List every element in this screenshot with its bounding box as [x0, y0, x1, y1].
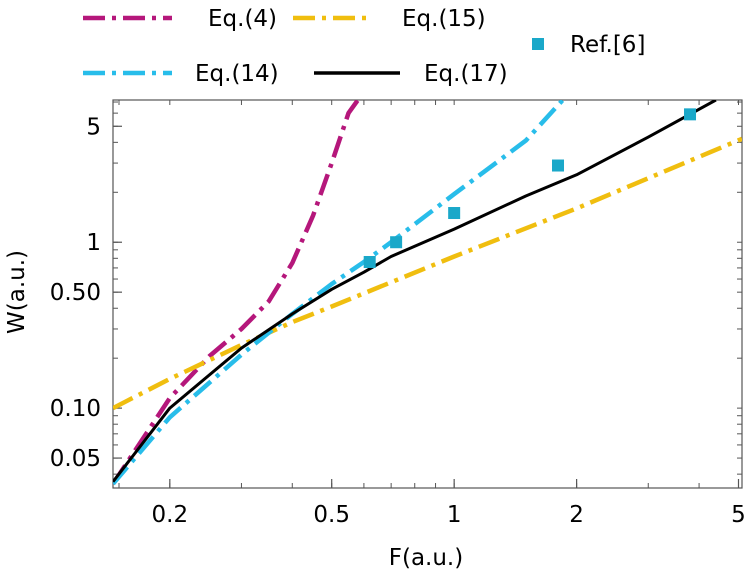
ref-point	[684, 108, 697, 121]
legend-entry: Eq.(14)	[83, 61, 279, 87]
legend-entry: Eq.(17)	[314, 61, 508, 87]
y-ticks: 0.05 0.10 0.50 1 5	[50, 101, 742, 475]
y-tick-label: 0.50	[50, 280, 101, 306]
x-tick-label: 0.2	[152, 502, 189, 528]
legend: Eq.(4) Eq.(15) Ref.[6] Eq.(14) Eq.(17)	[83, 6, 645, 87]
legend-marker	[532, 38, 544, 50]
ref-point	[390, 236, 403, 249]
legend-entry: Eq.(4)	[83, 6, 277, 32]
y-axis-label: W(a.u.)	[4, 250, 30, 334]
legend-label: Eq.(4)	[208, 6, 277, 32]
y-tick-label: 0.10	[50, 396, 101, 422]
legend-entry: Ref.[6]	[532, 32, 645, 58]
reference-points	[363, 108, 697, 269]
legend-label: Eq.(14)	[195, 61, 279, 87]
x-tick-label: 0.5	[313, 502, 350, 528]
ref-point	[448, 207, 461, 220]
series-line-3	[113, 100, 565, 486]
x-axis-label: F(a.u.)	[389, 545, 463, 571]
x-tick-label: 1	[447, 502, 462, 528]
x-tick-label: 5	[731, 502, 746, 528]
legend-label: Eq.(15)	[402, 6, 486, 32]
series-layer	[113, 100, 742, 486]
ref-point	[363, 256, 376, 269]
ref-point	[552, 159, 565, 172]
plot-frame	[112, 99, 743, 489]
x-ticks: 0.2 0.5 1 2 5	[118, 100, 746, 528]
x-tick-label: 2	[569, 502, 584, 528]
series-line-1	[113, 100, 360, 486]
legend-label: Eq.(17)	[424, 61, 508, 87]
series-line-2	[113, 136, 742, 411]
series-line-4	[113, 100, 717, 483]
plot-area: 0.2 0.5 1 2 5 0.05 0.10 0.50 1 5	[50, 99, 746, 528]
legend-entry: Eq.(15)	[293, 6, 486, 32]
legend-label: Ref.[6]	[570, 32, 645, 58]
y-tick-label: 1	[86, 230, 101, 256]
y-tick-label: 5	[86, 114, 101, 140]
y-tick-label: 0.05	[50, 446, 101, 472]
